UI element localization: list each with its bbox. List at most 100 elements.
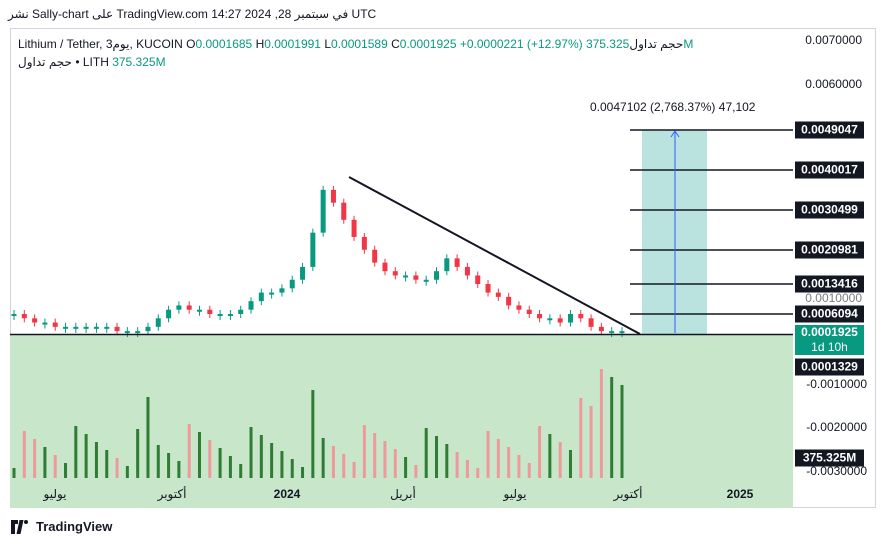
candle [361,236,367,250]
volume-bar [507,447,511,478]
candle [145,326,151,332]
price-tick: -0.0010000 [806,377,867,391]
candle [279,288,285,293]
volume-bar [218,448,222,478]
volume-bar [290,459,294,478]
descending-trendline[interactable] [348,176,641,335]
volume-bar [362,425,366,478]
level-label[interactable]: 0.0030499 [795,201,864,219]
candle [207,309,213,315]
level-label[interactable]: 0.0040017 [795,161,864,179]
candle [176,305,182,310]
volume-bar [321,438,325,478]
price-axis[interactable] [793,28,876,508]
volume-bar [486,431,490,478]
candle [320,189,326,233]
candle [114,326,120,332]
candle [104,326,110,329]
volume-bar [270,443,274,478]
time-tick: يوليو [43,487,67,501]
candles [11,185,625,338]
level-label[interactable]: 0.0020981 [795,241,864,259]
candle [258,292,264,302]
volume-background [10,335,793,508]
volume-bar [352,462,356,478]
candle [526,309,532,315]
candle [11,314,17,317]
candle [506,296,512,306]
volume-bar [568,450,572,478]
volume-bar [167,453,171,478]
volume-bar [64,463,68,478]
volume-bar [187,424,191,478]
candle [93,326,99,329]
tradingview-footer[interactable]: TradingView [10,519,112,534]
candle [238,309,244,315]
candle [330,189,336,203]
volume-bar [115,458,119,478]
level-label[interactable]: 0.0013416 [795,275,864,293]
volume-bar [455,452,459,478]
candle [578,314,584,319]
symbol-label[interactable]: Lithium / Tether, 3يوم, KUCOIN [18,37,183,51]
change-value: +0.0000221 (+12.97%) [459,37,583,51]
candle [537,314,543,319]
level-label[interactable]: 0.0049047 [795,121,864,139]
candle [351,219,357,237]
measure-label: 0.0047102 (2,768.37%) 47,102 [590,100,756,114]
candle [557,318,563,323]
candle [413,275,419,280]
candle [598,326,604,332]
candle [42,322,48,325]
volume-bar [208,440,212,478]
volume-bar [125,466,129,478]
volume-value: 375.325M [585,37,694,51]
candle [516,305,522,310]
candle [21,314,27,319]
volume-bar [465,460,469,478]
time-tick: يوليو [503,487,527,501]
candle [196,309,202,312]
volume-bar [527,463,531,478]
volume-bar [331,446,335,478]
candle [609,331,615,334]
candle [32,318,38,323]
horizontal-levels [630,129,793,315]
volume-bar [445,444,449,478]
volume-bar [383,441,387,478]
candle [341,202,347,220]
chart-plot[interactable] [10,28,793,508]
volume-bar [424,428,428,478]
volume-bar [414,465,418,478]
candle [186,305,192,310]
time-tick: 2025 [726,487,754,501]
candle [248,301,254,310]
brand-name: TradingView [36,519,113,534]
candle [567,314,573,323]
candle [63,326,69,329]
publish-header: نشر Sally-chart على TradingView.com 14:2… [8,7,377,21]
candlestick-chart[interactable] [10,28,793,508]
volume-bar [156,445,160,478]
candle [166,309,172,319]
candle [464,266,470,276]
volume-bar [311,390,315,478]
low-value: 0.0001589 [331,37,388,51]
volume-bar [579,398,583,478]
open-value: 0.0001685 [195,37,253,51]
volume-bar [620,385,624,478]
volume-bar [12,468,16,478]
high-value: 0.0001991 [264,37,321,51]
tradingview-logo-icon [11,519,28,534]
level-label[interactable]: 0.0001329 [795,358,864,376]
candle [52,322,58,327]
current-price-label[interactable]: 0.0001925 1d 10h [795,325,864,355]
candle [588,318,594,327]
price-tick: 0.0010000 [805,291,862,305]
price-tick: 0.0060000 [805,77,862,91]
candle [434,271,440,280]
candle [547,318,553,321]
volume-bar [280,451,284,478]
level-label[interactable]: 0.0006094 [795,305,864,323]
candle [382,262,388,272]
